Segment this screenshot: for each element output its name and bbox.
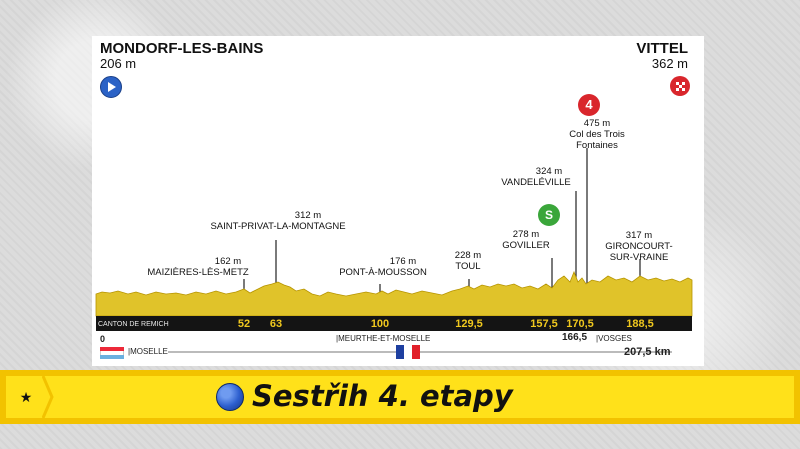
- peak-name: GOVILLER: [502, 240, 550, 251]
- km-mark: 188,5: [626, 318, 654, 330]
- video-title: Sestřih 4. etapy: [252, 379, 513, 413]
- peak-name: PONT-À-MOUSSON: [339, 267, 427, 278]
- peak-toul: 228 m TOUL: [446, 250, 490, 272]
- peak-altitude: 176 m: [389, 256, 417, 267]
- peak-altitude: 324 m: [535, 166, 563, 177]
- peak-altitude: 162 m: [214, 256, 242, 267]
- peak-pont-a-mousson: 176 m PONT-À-MOUSSON: [328, 256, 438, 278]
- luxembourg-flag-icon: [100, 347, 124, 359]
- department-vosges: |VOSGES: [596, 334, 632, 343]
- peak-name: SAINT-PRIVAT-LA-MONTAGNE: [210, 221, 346, 232]
- km-mark: 63: [270, 318, 282, 330]
- peak-name: VANDELÉVILLE: [501, 177, 571, 188]
- peak-altitude: 317 m: [625, 230, 653, 241]
- peak-gironcourt: 317 m GIRONCOURT-SUR-VRAINE: [598, 230, 680, 263]
- department-meurthe: |MEURTHE-ET-MOSELLE: [336, 334, 431, 343]
- km-mark: 52: [238, 318, 250, 330]
- km-mark: 100: [371, 318, 389, 330]
- peak-vandeleville: 324 m VANDELÉVILLE: [490, 166, 582, 188]
- peak-altitude: 312 m: [294, 210, 322, 221]
- star-icon: ★: [19, 389, 33, 405]
- total-distance: 207,5 km: [624, 346, 671, 358]
- department-moselle: |MOSELLE: [128, 347, 168, 356]
- km-bar: [96, 316, 692, 331]
- peak-altitude: 278 m: [512, 229, 540, 240]
- peak-col-des-trois-fontaines: 475 m Col des Trois Fontaines: [558, 118, 636, 151]
- elevation-profile: 52 63 100 129,5 157,5 170,5 188,5 CANTON…: [95, 148, 693, 353]
- peak-altitude: 228 m: [454, 250, 482, 261]
- start-play-icon: [100, 76, 122, 98]
- peak-name: TOUL: [455, 261, 481, 272]
- peak-altitude: 475 m: [583, 118, 611, 129]
- border-km: 166,5: [562, 332, 588, 343]
- finish-altitude: 362 m: [651, 56, 688, 71]
- peak-name: Col des Trois Fontaines: [569, 129, 625, 151]
- banner-inner: [6, 376, 794, 418]
- start-altitude: 206 m: [100, 56, 137, 71]
- start-town: MONDORF-LES-BAINS: [100, 40, 264, 57]
- banner-separator: [42, 376, 54, 418]
- sprint-icon: S: [538, 204, 560, 226]
- canton-label: CANTON DE REMICH: [98, 321, 169, 328]
- start-km: 0: [100, 334, 106, 344]
- finish-flag-icon: [670, 76, 690, 96]
- star-box: ★: [6, 376, 46, 418]
- climb-category-icon: 4: [578, 94, 600, 116]
- km-mark: 157,5: [530, 318, 558, 330]
- sprint-letter: S: [544, 208, 553, 222]
- peak-goviller: 278 m GOVILLER: [498, 229, 554, 251]
- climb-category-number: 4: [585, 97, 593, 112]
- finish-town: VITTEL: [636, 40, 688, 57]
- title-banner: ★: [0, 370, 800, 424]
- france-flag-icon: [396, 345, 420, 359]
- km-mark: 129,5: [455, 318, 483, 330]
- peak-name: GIRONCOURT-SUR-VRAINE: [605, 241, 673, 263]
- peak-saint-privat: 312 m SAINT-PRIVAT-LA-MONTAGNE: [198, 210, 358, 232]
- peak-maizieres: 162 m MAIZIÈRES-LÈS-METZ: [130, 256, 266, 278]
- km-mark: 170,5: [566, 318, 594, 330]
- globe-icon: [216, 383, 244, 411]
- terrain-fill: [95, 270, 693, 317]
- stage-profile-card: MONDORF-LES-BAINS 206 m VITTEL 362 m 4 S…: [92, 36, 704, 366]
- peak-name: MAIZIÈRES-LÈS-METZ: [147, 267, 249, 278]
